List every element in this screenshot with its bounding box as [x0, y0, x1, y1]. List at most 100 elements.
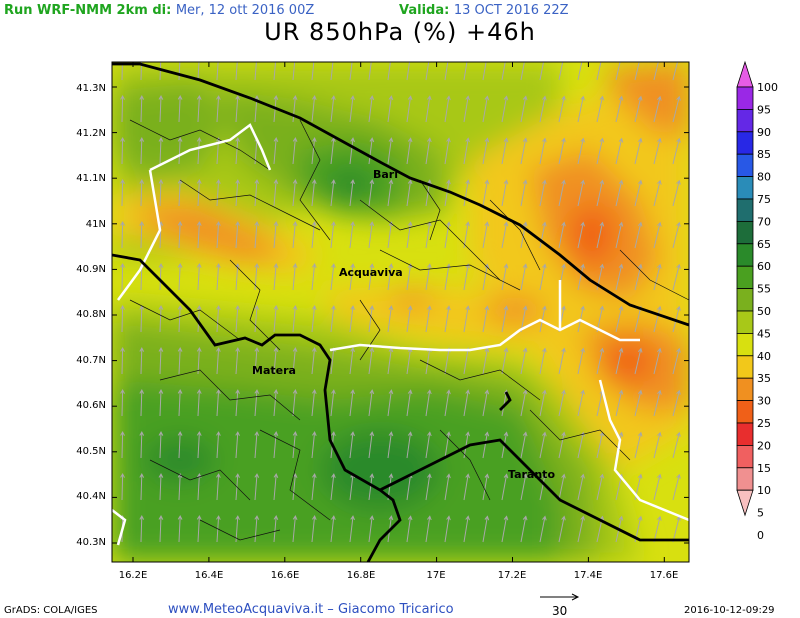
wind-arrow: [425, 137, 432, 165]
wind-arrow: [254, 473, 260, 501]
wind-arrow: [177, 262, 183, 291]
wind-arrow: [349, 305, 355, 333]
wind-arrow: [577, 515, 585, 543]
wind-arrow: [235, 305, 240, 333]
wind-arrow: [615, 221, 624, 249]
lat-label: 41.2N: [76, 128, 106, 139]
colorbar-swatch: [736, 422, 754, 446]
wind-arrow: [120, 388, 125, 417]
latitude-labels: 41.3N 41.2N 41.1N 41N 40.9N 40.8N 40.7N …: [76, 83, 106, 548]
wind-arrow: [634, 431, 643, 459]
wind-arrow: [653, 95, 662, 123]
wind-arrow: [577, 137, 585, 165]
wind-arrow: [273, 305, 279, 333]
wind-arrow: [539, 305, 547, 333]
wind-arrow: [158, 430, 164, 459]
wind-arrow: [311, 221, 317, 249]
colorbar-swatch: [736, 467, 754, 491]
wind-arrow: [520, 179, 528, 207]
wind-arrow: [311, 431, 317, 459]
wind-arrow: [387, 389, 394, 417]
colorbar-label: 35: [757, 372, 771, 385]
wind-arrow: [349, 179, 355, 207]
colorbar-label: 20: [757, 439, 771, 452]
wind-arrow: [520, 62, 525, 81]
wind-arrow: [254, 179, 260, 207]
wind-arrow: [254, 221, 260, 249]
wind-arrow: [501, 221, 509, 249]
colorbar-label: 80: [757, 171, 771, 184]
wind-arrow: [387, 263, 394, 291]
wind-arrow: [139, 178, 145, 207]
lat-label: 40.5N: [76, 446, 106, 457]
wind-arrow: [520, 473, 528, 501]
wind-arrow: [539, 62, 545, 81]
regional-borders: [112, 123, 689, 546]
colorbar-swatch: [736, 198, 754, 222]
wind-arrow: [235, 221, 240, 249]
wind-arrow: [158, 472, 164, 501]
wind-arrow: [311, 62, 315, 81]
wind-arrow: [273, 62, 277, 81]
wind-arrow: [615, 389, 624, 417]
wind-arrow: [139, 514, 145, 543]
colorbar-swatch: [736, 355, 754, 379]
wind-arrow: [292, 62, 296, 81]
colorbar-label: 5: [757, 507, 764, 520]
wind-arrow: [120, 94, 125, 123]
wind-arrow: [444, 95, 451, 123]
wind-arrow: [672, 62, 679, 81]
wind-arrow: [235, 62, 238, 81]
wind-arrow: [615, 62, 621, 81]
lat-label: 40.7N: [76, 355, 106, 366]
wind-arrow: [444, 305, 451, 333]
lat-label: 40.9N: [76, 264, 106, 275]
colorbar-swatch: [736, 153, 754, 177]
wind-arrow: [121, 62, 123, 81]
wind-arrow: [159, 62, 162, 81]
website-credit: www.MeteoAcquaviva.it – Giacomo Tricaric…: [168, 602, 454, 617]
wind-arrow: [539, 179, 547, 207]
wind-arrow: [501, 263, 509, 291]
wind-arrow: [406, 137, 413, 165]
wind-arrow: [653, 62, 659, 81]
wind-arrow: [292, 137, 298, 165]
wind-arrow: [653, 305, 662, 333]
colorbar-label: 100: [757, 81, 778, 94]
wind-arrow: [463, 95, 470, 123]
wind-arrow: [349, 431, 355, 459]
lon-label: 17E: [426, 570, 445, 581]
wind-arrow: [634, 263, 643, 291]
wind-arrow: [444, 137, 451, 165]
wind-arrow: [254, 305, 260, 333]
wind-arrow: [634, 95, 643, 123]
lon-label: 17.4E: [574, 570, 603, 581]
wind-arrow: [463, 62, 468, 81]
wind-arrow: [406, 221, 413, 249]
wind-arrow: [273, 263, 279, 291]
wind-arrow: [349, 62, 353, 81]
wind-arrow: [501, 179, 509, 207]
wind-arrow: [387, 221, 394, 249]
wind-arrow: [634, 347, 643, 375]
wind-arrow: [444, 62, 449, 81]
wind-arrow: [368, 305, 375, 333]
wind-arrow: [577, 95, 585, 123]
wind-arrow: [311, 473, 317, 501]
wind-arrow: [216, 389, 221, 417]
wind-arrow: [444, 221, 451, 249]
wind-arrow: [596, 179, 605, 207]
wind-arrow: [653, 515, 662, 543]
wind-arrow: [330, 221, 336, 249]
wind-arrow: [520, 137, 528, 165]
wind-arrow: [577, 62, 583, 81]
wind-arrow: [292, 389, 298, 417]
wind-arrow: [368, 95, 375, 123]
wind-arrow: [634, 221, 643, 249]
wind-arrow: [539, 263, 547, 291]
wind-arrow: [615, 95, 624, 123]
run-info: Run WRF-NMM 2km di: Mer, 12 ott 2016 00Z: [4, 3, 314, 18]
wind-arrow: [368, 221, 375, 249]
wind-arrow: [482, 515, 490, 543]
